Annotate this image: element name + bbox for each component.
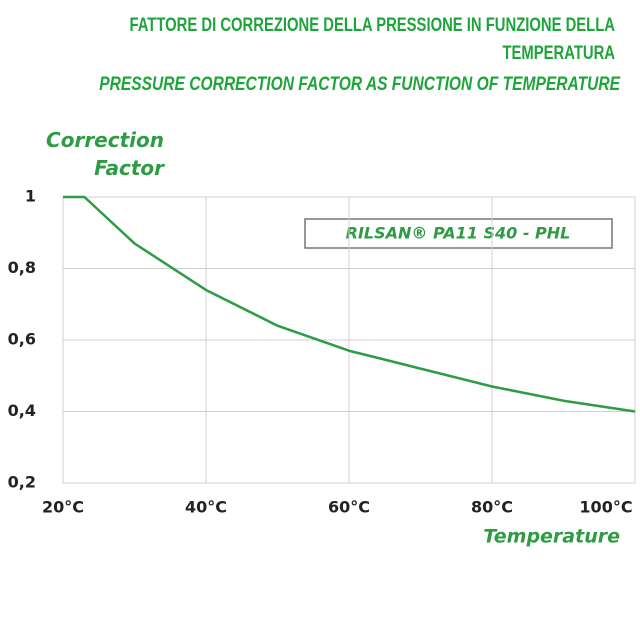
- y-tick-label: 0,2: [8, 473, 36, 492]
- annotation-box: [304, 218, 613, 249]
- data-line: [63, 195, 636, 413]
- y-tick-label: 1: [25, 187, 36, 206]
- x-tick-label: 60°C: [328, 498, 370, 517]
- x-axis-label: Temperature: [483, 526, 620, 548]
- x-tick-label: 40°C: [185, 498, 227, 517]
- annotation: RILSAN® PA11 S40 - PHL: [346, 224, 571, 243]
- y-tick-label: 0,6: [8, 330, 36, 349]
- chart-subtitle: PRESSURE CORRECTION FACTOR AS FUNCTION O…: [99, 74, 620, 95]
- x-tick-label: 80°C: [471, 498, 513, 517]
- y-axis-label: Correction Factor: [46, 128, 164, 180]
- x-tick-label: 100°C: [579, 498, 632, 517]
- y-tick-label: 0,4: [8, 401, 36, 420]
- y-tick-label: 0,8: [8, 258, 36, 277]
- x-tick-label: 20°C: [42, 498, 84, 517]
- chart-title: FATTORE DI CORREZIONE DELLA PRESSIONE IN…: [129, 15, 615, 64]
